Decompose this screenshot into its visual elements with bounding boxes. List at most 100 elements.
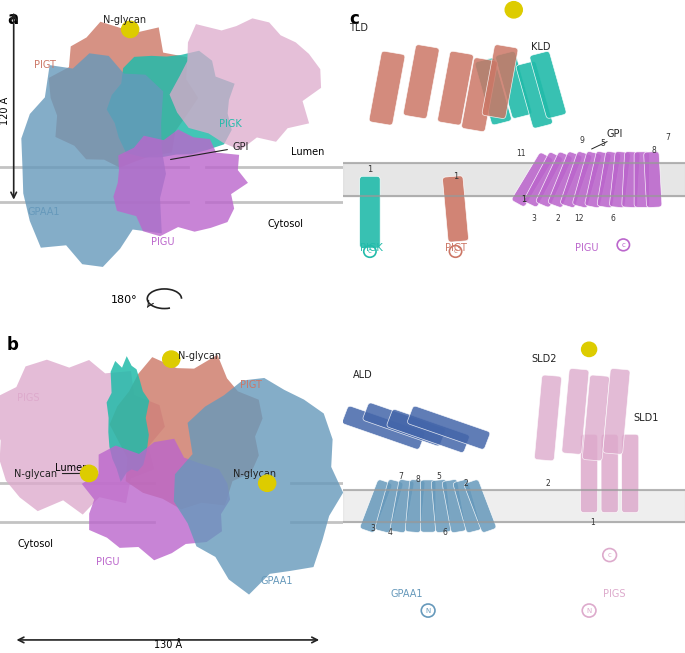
Text: 4: 4 <box>388 528 393 537</box>
Text: 2: 2 <box>556 214 560 223</box>
FancyBboxPatch shape <box>516 61 552 128</box>
Text: PIGU: PIGU <box>575 243 599 253</box>
Text: KLD: KLD <box>531 42 550 52</box>
Bar <box>342 163 685 196</box>
Text: 1: 1 <box>453 172 458 181</box>
FancyBboxPatch shape <box>363 403 445 446</box>
Text: ALD: ALD <box>353 370 373 381</box>
Text: 11: 11 <box>516 149 525 158</box>
Text: 8: 8 <box>652 146 656 155</box>
Text: SLD1: SLD1 <box>634 413 659 423</box>
Polygon shape <box>49 22 198 168</box>
FancyBboxPatch shape <box>443 176 469 242</box>
FancyBboxPatch shape <box>496 52 532 118</box>
Polygon shape <box>21 54 166 267</box>
Text: SLD2: SLD2 <box>531 354 556 364</box>
Text: 5: 5 <box>600 139 606 148</box>
FancyBboxPatch shape <box>573 151 601 208</box>
Text: PIGT: PIGT <box>34 60 56 71</box>
FancyBboxPatch shape <box>464 480 496 532</box>
Text: PIGS: PIGS <box>603 589 625 599</box>
Text: 12: 12 <box>574 214 584 223</box>
Text: GPI: GPI <box>171 142 249 159</box>
FancyBboxPatch shape <box>438 52 473 125</box>
Text: GPAA1: GPAA1 <box>260 576 292 586</box>
FancyBboxPatch shape <box>597 151 621 208</box>
Text: GPAA1: GPAA1 <box>27 207 60 217</box>
Text: 2: 2 <box>464 479 468 488</box>
Text: Lumen: Lumen <box>55 464 88 473</box>
Text: 1: 1 <box>521 195 527 204</box>
Bar <box>342 490 685 522</box>
Polygon shape <box>110 355 262 509</box>
Text: N: N <box>425 607 431 614</box>
Polygon shape <box>107 356 149 482</box>
FancyBboxPatch shape <box>524 153 562 206</box>
Polygon shape <box>174 378 343 595</box>
FancyBboxPatch shape <box>403 45 439 118</box>
FancyBboxPatch shape <box>534 375 562 461</box>
FancyBboxPatch shape <box>581 434 597 513</box>
Text: PIGU: PIGU <box>151 236 174 247</box>
Text: 7: 7 <box>665 133 671 142</box>
FancyBboxPatch shape <box>585 151 611 208</box>
FancyBboxPatch shape <box>360 176 380 248</box>
Text: 1: 1 <box>522 195 526 204</box>
Text: 120 Å: 120 Å <box>0 97 10 125</box>
Text: N: N <box>586 607 592 614</box>
FancyBboxPatch shape <box>390 479 414 533</box>
Text: 3: 3 <box>532 214 537 223</box>
Circle shape <box>163 351 179 367</box>
FancyBboxPatch shape <box>610 151 630 208</box>
FancyBboxPatch shape <box>562 368 589 454</box>
Polygon shape <box>107 51 235 157</box>
Circle shape <box>582 342 597 357</box>
Polygon shape <box>114 129 248 236</box>
Text: 2: 2 <box>546 479 550 488</box>
Text: PIGK: PIGK <box>360 243 382 253</box>
Text: PIGK: PIGK <box>219 119 242 129</box>
Text: PIGT: PIGT <box>240 380 262 390</box>
FancyBboxPatch shape <box>549 152 582 207</box>
Text: 1: 1 <box>590 518 595 527</box>
Text: N-glycan: N-glycan <box>178 351 221 361</box>
FancyBboxPatch shape <box>634 151 649 208</box>
FancyBboxPatch shape <box>443 479 466 533</box>
FancyBboxPatch shape <box>530 52 566 118</box>
Text: Lumen: Lumen <box>291 147 325 157</box>
FancyBboxPatch shape <box>408 406 490 449</box>
FancyBboxPatch shape <box>622 434 638 513</box>
Text: PIGU: PIGU <box>96 556 119 567</box>
Circle shape <box>505 2 522 18</box>
Text: Cytosol: Cytosol <box>17 539 53 549</box>
Text: c: c <box>608 552 612 558</box>
FancyBboxPatch shape <box>432 480 451 532</box>
FancyBboxPatch shape <box>601 434 619 513</box>
Text: c: c <box>621 242 625 248</box>
Text: 1: 1 <box>367 165 373 174</box>
Polygon shape <box>170 18 321 150</box>
Text: N-glycan: N-glycan <box>233 469 276 483</box>
Text: c: c <box>349 10 359 28</box>
FancyBboxPatch shape <box>582 375 610 461</box>
FancyBboxPatch shape <box>462 58 497 131</box>
Text: GPAA1: GPAA1 <box>390 589 423 599</box>
Polygon shape <box>82 439 230 560</box>
Circle shape <box>259 475 275 491</box>
FancyBboxPatch shape <box>406 480 425 532</box>
FancyBboxPatch shape <box>453 479 481 533</box>
FancyBboxPatch shape <box>482 45 518 118</box>
FancyBboxPatch shape <box>603 368 630 454</box>
Text: N-glycan: N-glycan <box>103 14 146 25</box>
Bar <box>342 163 685 196</box>
FancyBboxPatch shape <box>622 151 640 208</box>
FancyBboxPatch shape <box>360 480 392 532</box>
Text: PIGS: PIGS <box>17 393 40 404</box>
FancyBboxPatch shape <box>644 151 662 208</box>
Text: Cytosol: Cytosol <box>267 219 303 229</box>
Polygon shape <box>0 360 165 515</box>
Text: 180°: 180° <box>110 295 137 306</box>
Text: 5: 5 <box>436 472 441 481</box>
Text: a: a <box>7 10 18 28</box>
FancyBboxPatch shape <box>475 58 511 125</box>
